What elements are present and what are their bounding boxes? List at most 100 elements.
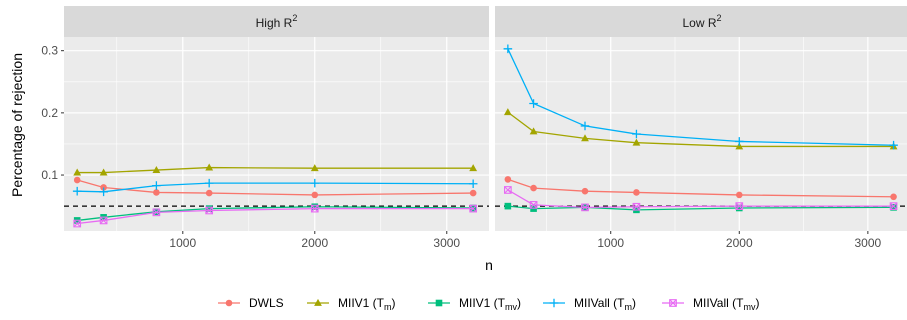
data-point [890,204,897,211]
data-point [503,44,513,54]
data-point [152,165,161,173]
data-point [468,179,478,189]
facet-strip [495,6,907,37]
legend-key-marker [435,299,443,307]
series-line [507,48,894,146]
legend-label: MIIV1 (Tm) [338,296,396,312]
legend-item-1: DWLS [218,296,284,310]
data-point [581,203,589,212]
data-point [73,168,82,176]
series-line [507,111,894,148]
data-point [205,163,214,171]
legend-item-5: MIIVall (Tmv) [662,296,759,312]
series-line [77,166,474,174]
data-point [73,219,82,228]
legend: DWLS MIIV1 (Tm) MIIV1 (Tmv) MIIVall (Tm) MII… [218,296,759,312]
data-point [310,164,319,172]
legend-item-4: MIIVall (Tm) [543,296,636,312]
data-point [99,187,108,197]
data-point [72,186,82,196]
legend-label: MIIVall (Tm) [574,296,636,312]
data-point [205,205,213,212]
series-line [507,189,894,209]
y-tick-label: 0.3 [41,44,58,58]
legend-key-marker [669,299,677,307]
facet-panel-1: High R2 1000 2000 3000 0.1 0.2 0.3 [41,6,489,250]
data-point [529,99,538,108]
plot-background [64,37,489,231]
y-tick-label: 0.1 [41,168,58,182]
facet-strip [64,6,489,37]
data-point [100,184,107,191]
legend-label: MIIV1 (Tmv) [459,296,521,312]
facet-panel-2: Low R2 1000 2000 3000 [495,6,907,250]
x-axis-title: n [485,257,493,273]
data-point [529,127,538,135]
legend-key-marker [314,298,322,306]
facet-title: High R2 [256,13,298,30]
data-point [504,202,512,210]
data-point [99,168,108,176]
data-point [735,191,743,199]
y-axis: 0.1 0.2 0.3 [41,44,64,182]
series-line [77,182,474,193]
data-point [632,202,641,211]
data-point [153,189,160,196]
x-tick-label: 3000 [433,236,460,250]
gridlines [64,37,489,231]
series-line [77,207,474,225]
series-4 [72,178,478,197]
data-point [735,202,744,210]
x-tick-label: 2000 [301,236,328,250]
x-tick-label: 2000 [726,236,753,250]
series-5 [73,204,478,228]
data-point [735,142,744,150]
legend-item-2: MIIV1 (Tm) [307,296,396,312]
data-point [580,121,590,131]
data-point [504,186,512,194]
data-point [205,206,214,215]
legend-label: DWLS [249,296,284,310]
series-1 [504,176,897,201]
data-point [633,189,640,196]
data-point [581,134,589,142]
x-tick-label: 1000 [169,236,196,250]
series-4 [503,44,898,150]
data-point [73,176,81,184]
series-group [503,44,898,214]
data-point [889,202,898,210]
data-point [152,208,161,217]
legend-key-marker [549,298,559,308]
series-1 [73,176,477,199]
data-point [99,216,108,225]
data-point [529,201,538,209]
series-line [507,178,894,198]
data-point [503,108,512,116]
data-point [311,203,319,211]
data-point [310,204,319,213]
data-point [204,178,214,188]
data-point [469,204,478,213]
x-tick-label: 1000 [597,236,624,250]
series-group [72,163,478,228]
legend-item-3: MIIV1 (Tmv) [428,296,521,312]
data-point [205,189,213,197]
data-point [632,129,641,139]
legend-label: MIIVall (Tmv) [693,296,759,312]
series-2 [503,108,898,150]
y-axis-title: Percentage of rejection [9,53,25,197]
x-axis: 1000 2000 3000 [597,231,882,250]
x-tick-label: 3000 [855,236,882,250]
data-point [469,164,478,172]
data-point [890,193,897,201]
data-point [504,176,512,183]
series-line [507,205,894,211]
series-2 [73,163,478,176]
legend-key-marker [225,299,233,307]
data-point [632,138,641,146]
data-point [152,181,161,190]
data-point [310,178,320,188]
data-point [735,204,743,212]
facet-title: Low R2 [682,13,721,30]
